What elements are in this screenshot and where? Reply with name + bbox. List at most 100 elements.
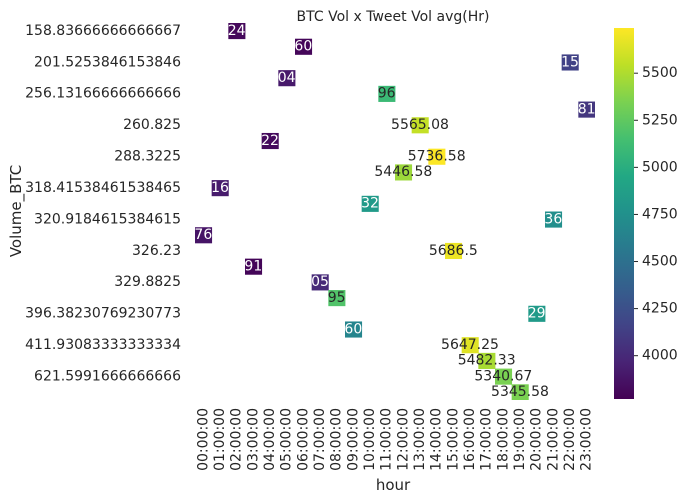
colorbar-ticks: 4000 4250 4500 4750 5000 5250 5500 [634, 65, 678, 364]
cell-value-label: 76 [194, 227, 212, 243]
heatmap-cell [278, 70, 296, 87]
cell-value-label: 95 [328, 290, 346, 306]
y-tick-label: 329.8825 [114, 274, 181, 290]
y-tick-label: 326.23 [132, 243, 181, 259]
x-tick-label: 15:00:00 [445, 408, 461, 471]
heatmap-cell [578, 101, 595, 118]
y-tick-label: 288.3225 [114, 149, 181, 165]
colorbar-tick-label: 4250 [642, 301, 678, 317]
x-tick-label: 06:00:00 [295, 408, 311, 471]
x-tick-label: 11:00:00 [379, 408, 395, 471]
heatmap-cell [228, 23, 246, 40]
y-tick-label: 158.83666666666667 [25, 23, 181, 39]
y-tick-label: 621.5991666666666 [34, 368, 181, 384]
y-tick-label: 256.13166666666666 [25, 86, 181, 102]
cell-value-label: 5686.5 [429, 243, 478, 259]
cell-value-label: 05 [311, 274, 329, 290]
y-tick-labels: 158.83666666666667 201.5253846153846 256.1… [25, 23, 181, 385]
cell-value-label: 60 [294, 39, 312, 55]
x-tick-label: 16:00:00 [462, 408, 478, 471]
heatmap-cell [361, 195, 379, 212]
heatmap-cell [395, 164, 413, 181]
x-tick-label: 14:00:00 [429, 408, 445, 471]
y-tick-label: 396.38230769230773 [25, 306, 181, 322]
cell-value-label: 5482.33 [458, 353, 516, 369]
x-tick-label: 12:00:00 [395, 408, 411, 471]
x-tick-label: 01:00:00 [212, 408, 228, 471]
heatmap-cell [261, 132, 279, 150]
x-tick-label: 17:00:00 [479, 408, 495, 471]
heatmap-cell [328, 290, 346, 307]
colorbar-tick-label: 4750 [642, 206, 678, 222]
heatmap-cell [195, 227, 213, 244]
x-tick-label: 07:00:00 [312, 408, 328, 471]
x-tick-label: 04:00:00 [262, 408, 278, 471]
cell-value-label: 96 [378, 86, 396, 102]
x-tick-label: 08:00:00 [329, 408, 345, 471]
x-tick-labels: 00:00:00 01:00:00 02:00:00 03:00:00 04:00:00… [195, 408, 594, 471]
heatmap-cell [528, 305, 546, 322]
cell-value-label: 91 [244, 258, 262, 274]
cell-value-label: 81 [578, 101, 596, 117]
x-tick-label: 09:00:00 [345, 408, 361, 471]
colorbar-tick-label: 4000 [642, 348, 678, 364]
heatmap-cell [495, 368, 513, 385]
heatmap-cell [378, 85, 396, 102]
x-tick-label: 05:00:00 [279, 408, 295, 471]
heatmap-cell [478, 352, 496, 369]
colorbar [614, 28, 634, 399]
x-tick-label: 03:00:00 [245, 408, 261, 471]
cell-value-label: 5647.25 [441, 337, 499, 353]
cell-value-label: 5345.58 [491, 384, 549, 400]
cell-value-label: 04 [278, 70, 296, 86]
cell-value-label: 5565.08 [391, 117, 449, 133]
y-tick-label: 201.5253846153846 [34, 54, 181, 70]
x-tick-label: 02:00:00 [229, 408, 245, 471]
cell-value-label: 22 [261, 133, 279, 149]
heatmap-cell [211, 180, 229, 197]
colorbar-tick-label: 5500 [642, 65, 678, 81]
cell-value-label: 15 [561, 54, 579, 70]
y-tick-label: 318.41538461538465 [25, 180, 181, 196]
heatmap-cell [461, 337, 479, 354]
x-tick-label: 23:00:00 [579, 408, 595, 471]
heatmap-cell [311, 274, 329, 291]
heatmap-cell [561, 54, 579, 71]
x-tick-label: 13:00:00 [412, 408, 428, 471]
colorbar-tick-label: 5000 [642, 159, 678, 175]
heatmap-cells [195, 23, 595, 400]
x-tick-label: 21:00:00 [545, 408, 561, 471]
chart-title: BTC Vol x Tweet Vol avg(Hr) [297, 9, 490, 25]
heatmap-cell [445, 242, 463, 260]
y-tick-label: 320.9184615384615 [34, 211, 181, 227]
x-tick-label: 10:00:00 [362, 408, 378, 471]
cell-value-label: 5736.58 [408, 149, 466, 165]
y-axis-label: Volume_BTC [7, 165, 26, 257]
colorbar-tick-label: 4500 [642, 254, 678, 270]
cell-value-label: 5446.58 [374, 164, 432, 180]
x-tick-label: 00:00:00 [195, 408, 211, 471]
heatmap-cell [511, 384, 529, 400]
heatmap-cell [345, 321, 363, 338]
cell-value-label: 29 [528, 306, 546, 322]
heatmap-cell [411, 117, 429, 134]
y-tick-label: 260.825 [123, 117, 181, 133]
cell-value-label: 36 [544, 211, 562, 227]
heatmap-cell [428, 148, 446, 165]
x-tick-label: 22:00:00 [562, 408, 578, 471]
cell-value-label: 5340.67 [474, 368, 532, 384]
x-tick-label: 20:00:00 [529, 408, 545, 471]
colorbar-tick-label: 5250 [642, 112, 678, 128]
cell-value-label: 16 [211, 180, 229, 196]
heatmap-cell [545, 211, 563, 228]
x-tick-label: 19:00:00 [512, 408, 528, 471]
cell-value-label: 24 [228, 23, 246, 39]
y-tick-label: 411.93083333333334 [25, 337, 181, 353]
x-axis-label: hour [376, 476, 411, 494]
x-tick-label: 18:00:00 [495, 408, 511, 471]
cell-value-label: 60 [344, 321, 362, 337]
cell-value-label: 32 [361, 196, 379, 212]
heatmap-cell [295, 38, 313, 55]
